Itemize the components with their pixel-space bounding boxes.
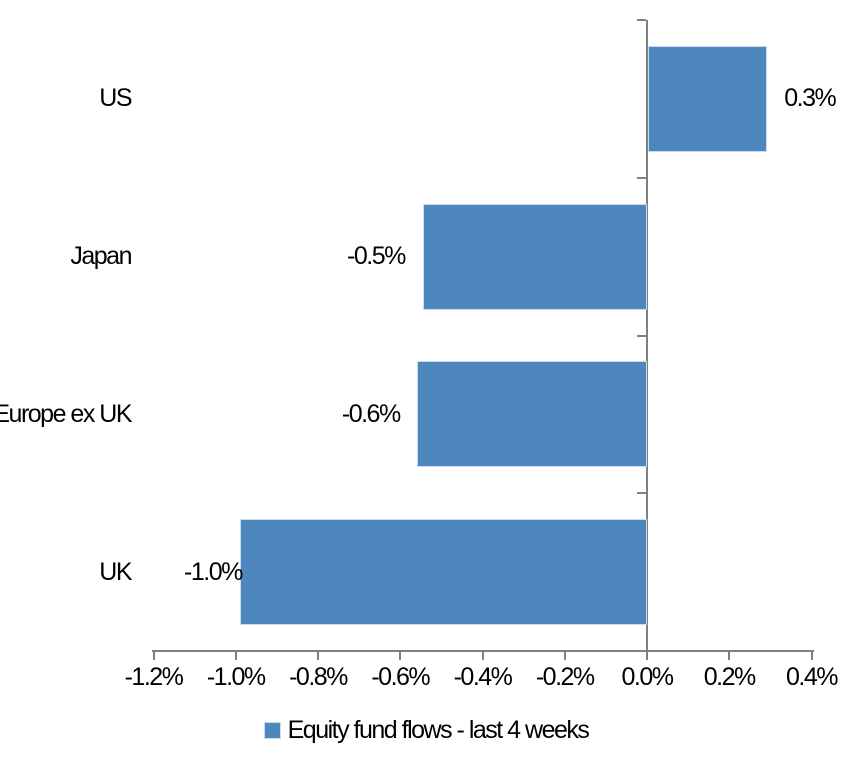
category-tick-mark bbox=[637, 19, 646, 21]
x-tick-label: 0.4% bbox=[786, 663, 838, 691]
x-axis-line bbox=[151, 650, 814, 652]
bar bbox=[239, 519, 647, 626]
x-tick-mark bbox=[317, 652, 319, 660]
x-tick-mark bbox=[399, 652, 402, 660]
bar bbox=[648, 45, 768, 152]
x-tick-label: -0.6% bbox=[371, 663, 430, 691]
x-tick-mark bbox=[563, 652, 566, 660]
category-tick-mark bbox=[637, 334, 646, 337]
legend: Equity fund flows - last 4 weeks bbox=[0, 716, 852, 744]
bar bbox=[422, 203, 647, 310]
x-tick-label: -1.2% bbox=[124, 663, 184, 691]
bar bbox=[416, 361, 647, 468]
x-tick-label: 0.2% bbox=[703, 663, 756, 691]
category-label: US bbox=[99, 84, 132, 113]
category-label: Japan bbox=[70, 242, 132, 271]
x-tick-mark bbox=[646, 652, 648, 660]
y-axis-line bbox=[646, 20, 648, 651]
x-tick-label: -0.4% bbox=[453, 663, 513, 691]
x-tick-label: -1.0% bbox=[206, 663, 266, 691]
value-label: 0.3% bbox=[784, 84, 836, 113]
legend-label: Equity fund flows - last 4 weeks bbox=[287, 715, 590, 744]
x-tick-mark bbox=[152, 652, 155, 660]
x-tick-mark bbox=[481, 652, 484, 660]
x-tick-mark bbox=[810, 652, 813, 660]
legend-swatch bbox=[263, 721, 281, 739]
value-label: -0.5% bbox=[347, 242, 406, 271]
x-tick-mark bbox=[234, 652, 237, 660]
x-tick-label: 0.0% bbox=[621, 663, 674, 691]
category-tick-mark bbox=[637, 492, 646, 495]
category-label: UK bbox=[99, 557, 132, 586]
value-label: -0.6% bbox=[341, 399, 401, 428]
value-label: -1.0% bbox=[184, 557, 243, 586]
x-tick-mark bbox=[728, 652, 731, 660]
x-tick-label: -0.8% bbox=[289, 663, 348, 691]
category-label: Europe ex UK bbox=[0, 399, 133, 428]
x-tick-label: -0.2% bbox=[535, 663, 595, 691]
category-tick-mark bbox=[637, 176, 646, 179]
